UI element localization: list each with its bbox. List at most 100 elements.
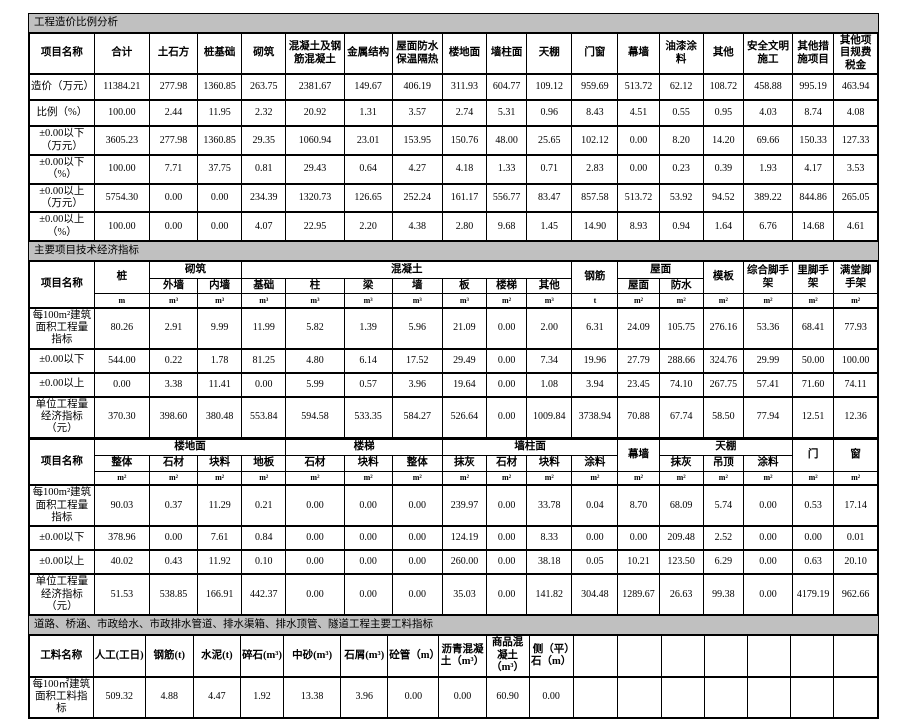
unit-cell: m² — [486, 470, 528, 486]
column-header: 侧（平）石（m） — [528, 634, 574, 678]
sub-header: 梁 — [343, 277, 393, 295]
value-cell: 553.84 — [241, 395, 287, 439]
value-cell: 149.67 — [343, 73, 393, 101]
material-header-row: 工料名称 人工(工日) 钢筋(t) 水泥(t) 碎石(m³) 中砂(m³) 石屑(m³) 砼管… — [28, 634, 879, 678]
value-cell: 71.60 — [792, 371, 835, 398]
value-cell: 594.58 — [285, 395, 345, 439]
section1-title: 工程造价比例分析 — [28, 13, 879, 33]
value-cell: 458.88 — [742, 73, 794, 101]
column-header: 水泥(t) — [192, 634, 241, 678]
table-row: ±0.00以下 544.00 0.22 1.78 81.25 4.80 6.14 17.52 2… — [28, 347, 879, 374]
t2-sub-header-row: 整体 石材 块料 地板 石材 块料 整体 抹灰 石材 块料 涂料 抹灰 吊顶 涂料 — [29, 455, 878, 472]
value-cell: 0.00 — [148, 182, 199, 213]
group-header-stairs: 楼梯 — [285, 438, 443, 457]
sub-header: 涂料 — [742, 455, 794, 472]
value-cell: 20.92 — [285, 99, 345, 127]
row-label: 每100m²建筑面积工程量指标 — [28, 484, 95, 527]
group-header-door: 门 — [792, 438, 835, 472]
t1-sub-header-row: 外墙 内墙 基础柱梁墙板楼梯 其他 屋面 防水 — [29, 277, 878, 295]
value-cell: 463.94 — [833, 73, 879, 101]
value-cell: 50.00 — [792, 347, 835, 374]
table-row: ±0.00以上 40.02 0.43 11.92 0.10 0.00 0.00 0.00 260… — [28, 549, 879, 575]
unit-cell: m² — [617, 293, 660, 308]
value-cell: 3.57 — [391, 99, 443, 127]
value-cell: 1.31 — [343, 99, 393, 127]
value-cell: 17.52 — [391, 347, 443, 374]
value-cell: 0.01 — [833, 525, 879, 551]
value-cell: 0.05 — [571, 549, 619, 575]
table-row: 每100㎡建筑面积工料指标 509.32 4.88 4.47 1.92 13.38 3.96… — [28, 675, 879, 719]
value-cell: 68.41 — [792, 306, 835, 350]
unit-cell: m³ — [148, 293, 199, 308]
sub-header: 抹灰 — [441, 455, 488, 472]
value-cell: 10.21 — [617, 549, 660, 575]
value-cell: 2.32 — [241, 99, 287, 127]
unit-cell: m² — [571, 470, 619, 486]
unit-cell: t — [571, 293, 619, 308]
value-cell: 108.72 — [702, 73, 744, 101]
value-cell: 3738.94 — [571, 395, 619, 439]
value-cell: 141.82 — [526, 573, 573, 616]
value-cell: 526.64 — [441, 395, 488, 439]
row-label: ±0.00以下（%） — [28, 153, 95, 185]
unit-cell: m² — [742, 293, 794, 308]
unit-cell: m² — [197, 470, 243, 486]
row-label: 比例（%） — [28, 99, 95, 127]
value-cell: 389.22 — [742, 182, 794, 213]
value-cell: 0.00 — [485, 347, 528, 374]
value-cell — [703, 675, 749, 719]
value-cell: 57.41 — [742, 371, 794, 398]
value-cell: 14.68 — [792, 211, 835, 242]
value-cell: 166.91 — [197, 573, 243, 616]
group-header-pile: 桩 — [93, 260, 150, 295]
tech-econ-table-2: 项目名称 楼地面 楼梯 墙柱面 幕墙 天棚 门 窗 整体 石材 块料 地板 石材 块料 整体… — [28, 437, 879, 617]
value-cell: 378.96 — [93, 525, 150, 551]
value-cell: 0.00 — [486, 525, 528, 551]
value-cell: 3.96 — [391, 371, 443, 398]
value-cell: 1.33 — [486, 153, 528, 185]
corner-header: 项目名称 — [28, 260, 95, 309]
value-cell: 53.92 — [658, 182, 704, 213]
unit-cell: m³ — [526, 293, 573, 308]
table-row: ±0.00以上（万元） 5754.30 0.00 0.00 234.39 1320.73 1… — [28, 182, 879, 213]
value-cell: 0.23 — [658, 153, 704, 185]
value-cell: 0.00 — [742, 525, 794, 551]
sub-header: 地板 — [241, 455, 287, 472]
value-cell: 1.45 — [526, 211, 573, 242]
column-header — [660, 634, 705, 678]
unit-cell: m² — [148, 470, 199, 486]
value-cell: 48.00 — [486, 125, 528, 156]
value-cell: 21.09 — [441, 306, 488, 350]
value-cell: 1.78 — [197, 347, 243, 374]
sub-header: 基础 — [241, 277, 287, 295]
value-cell: 6.31 — [571, 306, 619, 350]
value-cell: 2381.67 — [285, 73, 345, 101]
value-cell: 124.19 — [441, 525, 488, 551]
value-cell: 8.93 — [617, 211, 660, 242]
value-cell: 0.00 — [528, 675, 574, 719]
value-cell: 11384.21 — [93, 73, 150, 101]
value-cell — [790, 675, 835, 719]
value-cell: 17.14 — [833, 484, 879, 527]
row-label: 单位工程量经济指标（元） — [28, 395, 95, 439]
sub-header: 其他 — [526, 277, 573, 295]
value-cell: 3.96 — [340, 675, 389, 719]
value-cell: 53.36 — [742, 306, 794, 350]
value-cell: 8.70 — [617, 484, 660, 527]
value-cell: 311.93 — [441, 73, 488, 101]
group-header-floor: 楼地面 — [93, 438, 287, 457]
value-cell: 123.50 — [658, 549, 704, 575]
unit-cell: m² — [617, 470, 660, 486]
value-cell: 150.33 — [792, 125, 835, 156]
row-label: 每100㎡建筑面积工料指标 — [28, 675, 94, 719]
material-index-table: 工料名称 人工(工日) 钢筋(t) 水泥(t) 碎石(m³) 中砂(m³) 石屑(m³) 砼管… — [28, 634, 879, 719]
value-cell: 26.63 — [658, 573, 704, 616]
value-cell: 94.52 — [702, 182, 744, 213]
column-header: 钢筋(t) — [144, 634, 194, 678]
value-cell — [747, 675, 792, 719]
value-cell: 1360.85 — [197, 125, 243, 156]
value-cell: 0.00 — [197, 211, 243, 242]
value-cell: 234.39 — [241, 182, 287, 213]
unit-cell: m² — [658, 293, 704, 308]
unit-cell: m³ — [197, 293, 243, 308]
